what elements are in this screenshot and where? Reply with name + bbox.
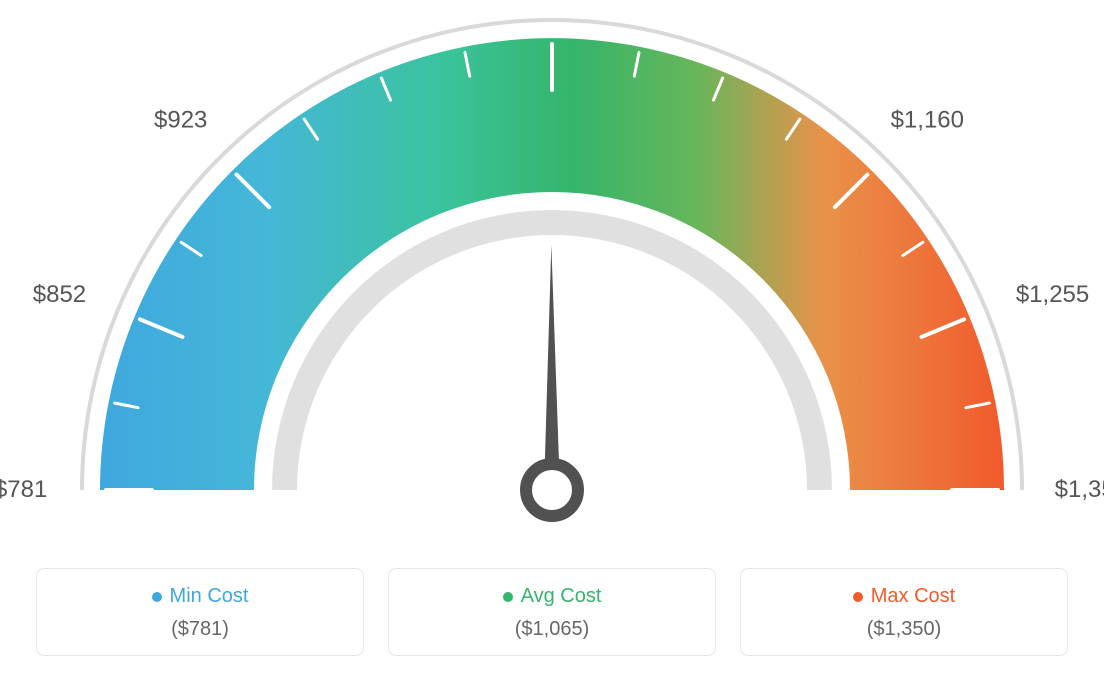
legend-top-min: Min Cost [45, 585, 355, 608]
legend-value-min: ($781) [45, 618, 355, 641]
legend-dot-max [853, 592, 863, 602]
tick-label: $1,160 [891, 107, 964, 135]
tick-label: $1,350 [1055, 476, 1104, 504]
legend-value-max: ($1,350) [749, 618, 1059, 641]
tick-label: $852 [33, 281, 86, 309]
legend-label-avg: Avg Cost [521, 585, 602, 608]
legend-label-max: Max Cost [871, 585, 955, 608]
legend-value-avg: ($1,065) [397, 618, 707, 641]
legend-card-min: Min Cost ($781) [36, 568, 364, 656]
gauge-chart: $781$852$923$1,065$1,160$1,255$1,350 [0, 0, 1104, 560]
legend-top-avg: Avg Cost [397, 585, 707, 608]
tick-label: $923 [154, 107, 207, 135]
legend-card-max: Max Cost ($1,350) [740, 568, 1068, 656]
legend-row: Min Cost ($781) Avg Cost ($1,065) Max Co… [36, 568, 1068, 656]
legend-label-min: Min Cost [170, 585, 249, 608]
legend-top-max: Max Cost [749, 585, 1059, 608]
legend-card-avg: Avg Cost ($1,065) [388, 568, 716, 656]
cost-gauge-container: $781$852$923$1,065$1,160$1,255$1,350 Min… [0, 0, 1104, 690]
legend-dot-min [152, 592, 162, 602]
tick-label: $781 [0, 476, 47, 504]
tick-label: $1,255 [1016, 281, 1089, 309]
gauge-svg [0, 0, 1104, 560]
legend-dot-avg [503, 592, 513, 602]
